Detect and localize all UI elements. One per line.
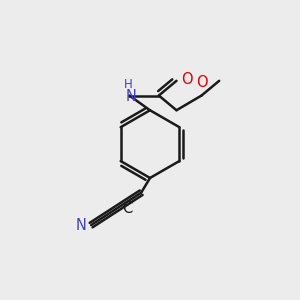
- Text: H: H: [124, 78, 132, 91]
- Text: N: N: [76, 218, 87, 232]
- Text: O: O: [196, 75, 207, 90]
- Text: N: N: [125, 89, 136, 104]
- Text: O: O: [181, 72, 193, 87]
- Text: C: C: [122, 201, 132, 216]
